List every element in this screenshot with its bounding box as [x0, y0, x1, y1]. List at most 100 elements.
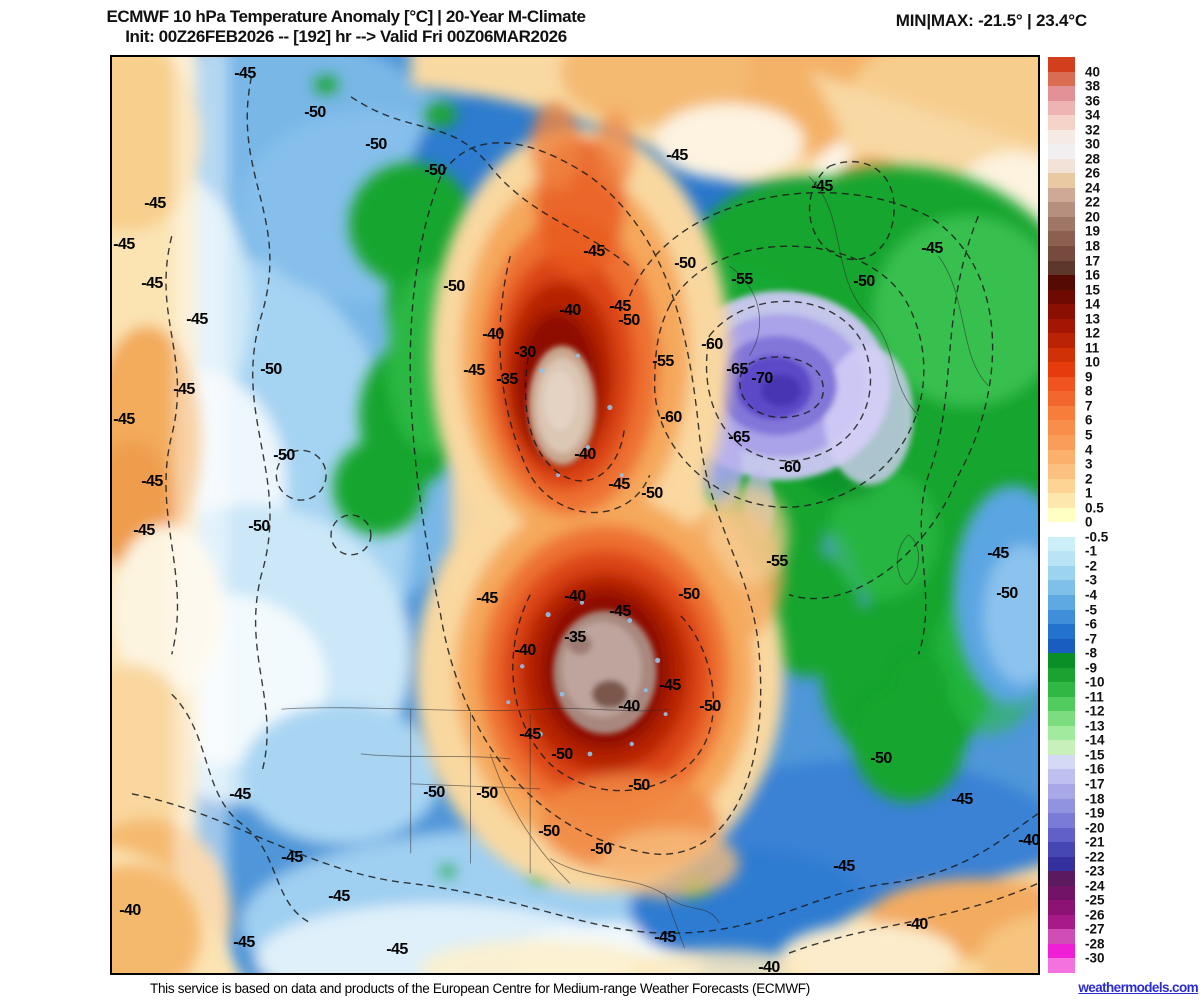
colorbar-tick-label: 12 — [1085, 325, 1101, 341]
minmax-readout: MIN|MAX: -21.5° | 23.4°C — [895, 11, 1087, 30]
colorbar-tick-label: -17 — [1085, 776, 1105, 792]
colorbar-swatch — [1048, 57, 1075, 73]
colorbar-swatch — [1048, 333, 1075, 349]
colorbar-swatch — [1048, 100, 1075, 116]
colorbar-swatch — [1048, 580, 1075, 596]
colorbar-swatch — [1048, 260, 1075, 276]
colorbar-tick-label: -3 — [1085, 572, 1098, 588]
coastline-lines — [281, 176, 989, 949]
colorbar-tick-label: 18 — [1085, 238, 1101, 254]
colorbar-tick-label: -20 — [1085, 820, 1105, 836]
colorbar-swatch — [1048, 783, 1075, 799]
colorbar-tick-label: 11 — [1085, 340, 1100, 356]
colorbar-swatch — [1048, 594, 1075, 610]
colorbar-swatch — [1048, 943, 1075, 959]
colorbar-swatches — [1048, 57, 1075, 974]
colorbar-swatch — [1048, 551, 1075, 567]
dashed-contour-lines — [131, 76, 1038, 954]
colorbar-swatch — [1048, 740, 1075, 756]
colorbar-tick-label: -22 — [1085, 849, 1105, 865]
colorbar-tick-label: 13 — [1085, 311, 1101, 327]
colorbar-swatch — [1048, 522, 1075, 538]
colorbar-tick-label: -5 — [1085, 602, 1098, 617]
colorbar-swatch — [1048, 304, 1075, 320]
colorbar-swatch — [1048, 464, 1075, 480]
colorbar-tick-label: -9 — [1085, 660, 1098, 676]
colorbar-tick-label: -2 — [1085, 558, 1098, 574]
colorbar-swatch — [1048, 347, 1075, 363]
colorbar-swatch — [1048, 173, 1075, 189]
colorbar-tick-label: -10 — [1085, 674, 1105, 690]
colorbar-swatch — [1048, 391, 1075, 407]
colorbar-swatch — [1048, 842, 1075, 858]
colorbar-tick-label: 28 — [1085, 151, 1101, 167]
colorbar-swatch — [1048, 711, 1075, 727]
colorbar-swatch — [1048, 958, 1075, 974]
colorbar-swatch — [1048, 71, 1075, 87]
colorbar-swatch — [1048, 318, 1075, 334]
colorbar-tick-label: 9 — [1085, 369, 1093, 385]
colorbar-swatch — [1048, 435, 1075, 451]
colorbar-swatch — [1048, 115, 1075, 131]
colorbar-swatch — [1048, 696, 1075, 712]
colorbar-swatch — [1048, 129, 1075, 145]
colorbar-swatch — [1048, 536, 1075, 552]
brand-link[interactable]: weathermodels.com — [1078, 980, 1198, 995]
colorbar-swatch — [1048, 798, 1075, 814]
colorbar-tick-label: 0 — [1085, 514, 1093, 530]
header: ECMWF 10 hPa Temperature Anomaly [°C] | … — [46, 7, 646, 46]
colorbar-swatch — [1048, 86, 1075, 102]
colorbar-swatch — [1048, 565, 1075, 581]
anomaly-field-graphic — [112, 57, 1038, 973]
colorbar-swatch — [1048, 754, 1075, 770]
colorbar-tick-label: 32 — [1085, 122, 1101, 138]
colorbar-tick-label: -27 — [1085, 921, 1105, 937]
lake-speckles — [506, 353, 668, 757]
colorbar-tick-label: 40 — [1085, 64, 1101, 80]
colorbar-swatch — [1048, 376, 1075, 392]
colorbar-tick-label: -6 — [1085, 616, 1098, 632]
colorbar-tick-label: 1 — [1085, 485, 1093, 501]
attribution-text: This service is based on data and produc… — [150, 981, 810, 996]
colorbar-swatch — [1048, 420, 1075, 436]
colorbar-swatch — [1048, 885, 1075, 901]
colorbar-swatch — [1048, 638, 1075, 654]
colorbar-tick-label: 36 — [1085, 93, 1101, 109]
colorbar-swatch — [1048, 362, 1075, 378]
colorbar-swatch — [1048, 493, 1075, 509]
colorbar-swatch — [1048, 231, 1075, 247]
colorbar-tick-label: 8 — [1085, 383, 1093, 399]
colorbar-tick-label: 30 — [1085, 136, 1101, 152]
colorbar-tick-label: -12 — [1085, 703, 1105, 719]
colorbar-swatch — [1048, 856, 1075, 872]
colorbar-tick-label: -18 — [1085, 791, 1105, 807]
colorbar-tick-label: 16 — [1085, 267, 1101, 283]
colorbar-swatch — [1048, 158, 1075, 174]
colorbar-swatch — [1048, 202, 1075, 218]
colorbar-tick-label: -16 — [1085, 761, 1105, 777]
colorbar-swatch — [1048, 624, 1075, 640]
colorbar-swatch — [1048, 187, 1075, 203]
colorbar-tick-label: -8 — [1085, 645, 1098, 661]
colorbar-swatch — [1048, 682, 1075, 698]
colorbar-tick-label: 5 — [1085, 427, 1093, 443]
page-title: ECMWF 10 hPa Temperature Anomaly [°C] | … — [106, 7, 586, 26]
weather-map: -45 -50 -50 -50 -45 -45 -45 -45 -45 -45 -45 -50 -55-… — [110, 55, 1040, 976]
colorbar-swatch — [1048, 449, 1075, 465]
colorbar-tick-label: 22 — [1085, 194, 1101, 210]
colorbar-tick-label: 4 — [1085, 442, 1093, 458]
colorbar-tick-label: -15 — [1085, 747, 1105, 763]
right-edge-bands — [112, 485, 1038, 973]
page-subtitle: Init: 00Z26FEB2026 -- [192] hr --> Valid… — [125, 26, 567, 46]
colorbar-tick-label: -0.5 — [1085, 529, 1109, 545]
colorbar-tick-label: -24 — [1085, 878, 1105, 894]
colorbar-tick-label: 10 — [1085, 354, 1101, 370]
colorbar-tick-label: -11 — [1085, 689, 1104, 705]
colorbar-swatch — [1048, 275, 1075, 291]
colorbar-swatch — [1048, 216, 1075, 232]
colorbar-swatch — [1048, 827, 1075, 843]
colorbar-tick-label: 26 — [1085, 165, 1101, 181]
colorbar-swatch — [1048, 667, 1075, 683]
colorbar-swatch — [1048, 144, 1075, 160]
colorbar-tick-label: -13 — [1085, 718, 1105, 734]
